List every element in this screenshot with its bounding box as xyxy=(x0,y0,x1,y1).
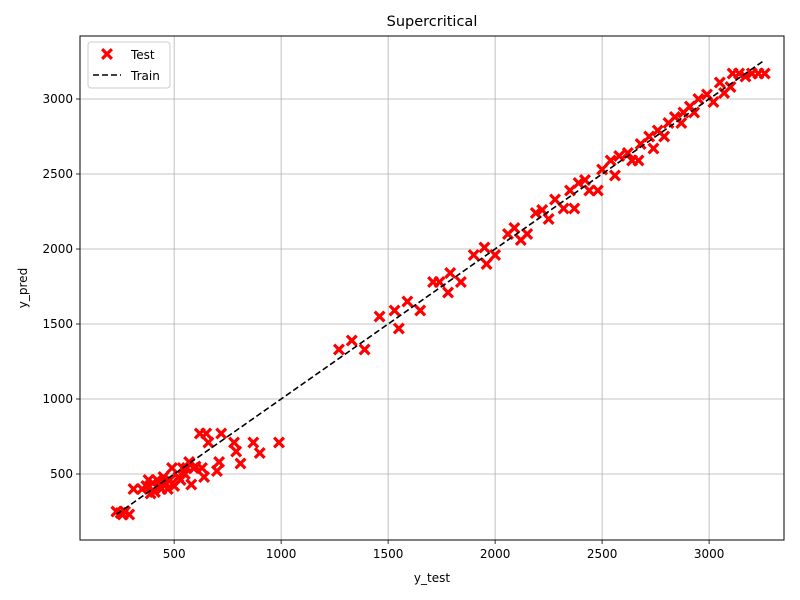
y-axis-label: y_pred xyxy=(16,268,30,308)
test-point xyxy=(568,202,581,215)
test-point xyxy=(557,202,570,215)
test-point xyxy=(444,267,457,279)
plot-data xyxy=(110,59,771,521)
test-point xyxy=(549,193,562,206)
test-point xyxy=(643,130,656,143)
test-point xyxy=(621,147,634,159)
test-point xyxy=(388,304,401,317)
test-point xyxy=(392,322,405,335)
test-point xyxy=(401,295,414,308)
test-point xyxy=(332,343,345,356)
x-tick-label: 500 xyxy=(163,547,186,561)
test-point xyxy=(758,67,771,80)
test-point xyxy=(127,483,140,495)
test-point xyxy=(480,258,493,270)
test-point xyxy=(228,436,241,449)
x-tick-label: 1500 xyxy=(373,547,404,561)
train-line xyxy=(115,59,766,516)
test-point xyxy=(247,436,260,449)
test-point xyxy=(345,334,358,347)
test-point xyxy=(253,447,266,459)
test-point xyxy=(454,276,467,288)
x-tick-label: 1000 xyxy=(266,547,297,561)
x-tick-label: 2000 xyxy=(480,547,511,561)
ticks: 500 1000 1500 2000 2500 3000 500 1000 1500 2000 25… xyxy=(42,92,724,561)
test-point xyxy=(739,70,752,83)
test-point xyxy=(213,456,226,468)
legend-train-label: Train xyxy=(130,69,160,83)
test-point xyxy=(358,343,371,356)
test-point xyxy=(200,427,213,440)
test-point xyxy=(230,445,243,458)
test-point xyxy=(688,106,701,119)
test-point xyxy=(713,76,726,89)
y-tick-label: 2500 xyxy=(42,167,73,181)
test-point xyxy=(508,222,521,234)
legend-test-marker xyxy=(101,48,113,60)
y-tick-label: 500 xyxy=(50,467,73,481)
test-point xyxy=(414,304,427,317)
legend-test-x-icon xyxy=(101,48,113,60)
test-point xyxy=(632,154,645,167)
y-tick-label: 2000 xyxy=(42,242,73,256)
test-point xyxy=(542,213,555,225)
test-point xyxy=(166,462,179,474)
test-point xyxy=(215,427,228,440)
test-point xyxy=(724,81,737,93)
test-point xyxy=(442,286,455,299)
test-point xyxy=(489,249,502,261)
plot-frame xyxy=(79,35,785,541)
test-point xyxy=(608,169,621,182)
test-point xyxy=(185,478,198,491)
test-point xyxy=(210,465,223,477)
test-point xyxy=(521,228,534,240)
y-tick-label: 1000 xyxy=(42,392,73,406)
test-point xyxy=(161,483,174,495)
x-tick-label: 2500 xyxy=(587,547,618,561)
y-tick-label: 3000 xyxy=(42,92,73,106)
test-point xyxy=(583,184,596,197)
y-tick-label: 1500 xyxy=(42,317,73,331)
test-point xyxy=(591,184,604,197)
x-axis-label: y_test xyxy=(414,571,450,585)
test-point xyxy=(123,508,136,521)
x-tick-label: 3000 xyxy=(694,547,725,561)
test-point xyxy=(273,436,285,449)
test-point xyxy=(195,462,208,474)
test-point xyxy=(529,207,542,219)
test-point xyxy=(613,150,626,162)
chart-title: Supercritical xyxy=(387,14,478,30)
grid xyxy=(80,36,784,540)
legend-test-label: Test xyxy=(130,48,155,62)
legend: Test Train xyxy=(87,41,171,89)
test-point xyxy=(572,177,585,189)
test-point xyxy=(647,142,660,155)
test-point xyxy=(234,457,247,470)
test-point xyxy=(604,154,617,167)
test-point xyxy=(467,249,480,261)
test-point xyxy=(373,310,386,323)
test-point xyxy=(733,67,746,80)
test-point xyxy=(658,130,671,143)
test-point xyxy=(634,138,647,150)
test-point xyxy=(692,93,705,105)
test-point xyxy=(198,471,211,483)
test-point xyxy=(202,436,215,449)
test-point xyxy=(478,241,491,254)
